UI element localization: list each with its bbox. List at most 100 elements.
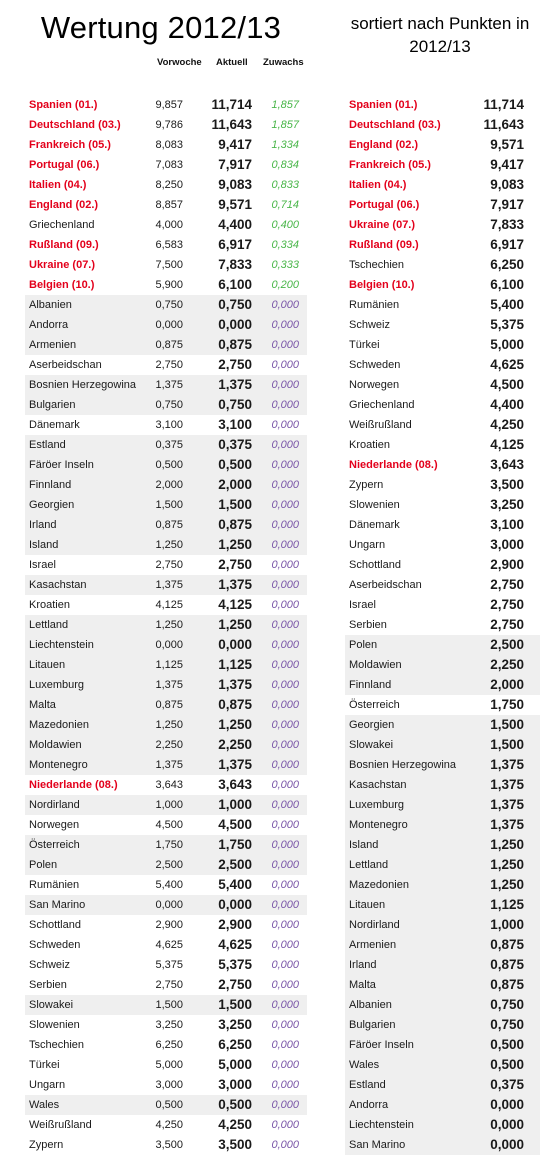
current-value: 1,750 — [218, 837, 252, 852]
previous-week-value: 0,875 — [155, 699, 183, 711]
current-value: 0,750 — [218, 297, 252, 312]
previous-week-value: 4,625 — [155, 939, 183, 951]
country-name: England (02.) — [29, 199, 99, 211]
previous-week-value: 8,083 — [155, 139, 183, 151]
alphabetical-ranking-table: Spanien (01.) 9,857 11,714 1,857 Deutschland… — [25, 95, 307, 1155]
country-name: Estland — [349, 1079, 386, 1091]
previous-week-value: 4,000 — [155, 219, 183, 231]
previous-week-value: 0,000 — [155, 319, 183, 331]
current-value: 1,125 — [490, 897, 524, 912]
country-name: Tschechien — [29, 1039, 85, 1051]
previous-week-value: 1,375 — [155, 579, 183, 591]
previous-week-value: 3,500 — [155, 1139, 183, 1151]
country-name: Niederlande (08.) — [29, 779, 118, 791]
country-name: Finnland — [29, 479, 72, 491]
gain-value: 0,000 — [271, 379, 299, 391]
country-name: Tschechien — [349, 259, 405, 271]
table-row: Israel 2,750 2,750 0,000 — [25, 555, 307, 575]
table-row: San Marino 0,000 0,000 0,000 — [25, 895, 307, 915]
table-row: Ukraine (07.) 7,500 7,833 0,333 — [25, 255, 307, 275]
gain-value: 0,000 — [271, 659, 299, 671]
previous-week-value: 5,900 — [155, 279, 183, 291]
current-value: 1,250 — [490, 837, 524, 852]
previous-week-value: 2,750 — [155, 559, 183, 571]
country-name: Rumänien — [349, 299, 400, 311]
gain-value: 0,400 — [271, 219, 299, 231]
country-name: Bosnien Herzegowina — [349, 759, 457, 771]
table-row: Polen 2,500 2,500 0,000 — [25, 855, 307, 875]
table-row: Andorra 0,000 0,000 0,000 — [25, 315, 307, 335]
table-row: Malta 0,875 — [345, 975, 540, 995]
table-row: Albanien 0,750 — [345, 995, 540, 1015]
country-name: Island — [349, 839, 379, 851]
current-value: 6,250 — [218, 1037, 252, 1052]
current-value: 1,375 — [490, 757, 524, 772]
table-row: Belgien (10.) 5,900 6,100 0,200 — [25, 275, 307, 295]
country-name: Zypern — [29, 1139, 64, 1151]
gain-value: 0,000 — [271, 819, 299, 831]
country-name: Andorra — [29, 319, 69, 331]
table-row: Portugal (06.) 7,917 — [345, 195, 540, 215]
table-row: Ukraine (07.) 7,833 — [345, 215, 540, 235]
gain-value: 1,857 — [271, 119, 299, 131]
country-name: Liechtenstein — [349, 1119, 414, 1131]
table-row: Georgien 1,500 1,500 0,000 — [25, 495, 307, 515]
previous-week-value: 8,857 — [155, 199, 183, 211]
country-name: Mazedonien — [29, 719, 89, 731]
current-value: 1,500 — [490, 717, 524, 732]
previous-week-value: 1,500 — [155, 999, 183, 1011]
current-value: 9,083 — [218, 177, 252, 192]
current-value: 5,400 — [490, 297, 524, 312]
table-row: Schweden 4,625 — [345, 355, 540, 375]
country-name: Litauen — [29, 659, 66, 671]
current-value: 4,500 — [218, 817, 252, 832]
current-value: 2,500 — [218, 857, 252, 872]
gain-value: 1,334 — [271, 139, 299, 151]
country-name: Lettland — [349, 859, 389, 871]
table-row: Slowenien 3,250 — [345, 495, 540, 515]
current-value: 9,571 — [218, 197, 252, 212]
previous-week-value: 9,786 — [155, 119, 183, 131]
country-name: Dänemark — [29, 419, 80, 431]
gain-value: 0,000 — [271, 999, 299, 1011]
table-row: San Marino 0,000 — [345, 1135, 540, 1155]
current-value: 1,375 — [218, 757, 252, 772]
country-name: Bosnien Herzegowina — [29, 379, 137, 391]
previous-week-value: 1,500 — [155, 499, 183, 511]
country-name: Kasachstan — [349, 779, 407, 791]
current-value: 2,000 — [490, 677, 524, 692]
table-row: Niederlande (08.) 3,643 — [345, 455, 540, 475]
current-value: 6,100 — [218, 277, 252, 292]
previous-week-value: 1,375 — [155, 379, 183, 391]
current-value: 5,400 — [218, 877, 252, 892]
gain-value: 0,000 — [271, 779, 299, 791]
current-value: 1,000 — [218, 797, 252, 812]
country-name: Schweden — [349, 359, 401, 371]
current-value: 11,714 — [211, 97, 252, 112]
gain-value: 0,334 — [271, 239, 299, 251]
gain-value: 0,000 — [271, 419, 299, 431]
gain-value: 0,000 — [271, 699, 299, 711]
country-name: Kasachstan — [29, 579, 87, 591]
previous-week-value: 1,125 — [155, 659, 183, 671]
gain-value: 0,000 — [271, 859, 299, 871]
country-name: Zypern — [349, 479, 384, 491]
previous-week-value: 8,250 — [155, 179, 183, 191]
table-row: Armenien 0,875 — [345, 935, 540, 955]
gain-value: 0,000 — [271, 1079, 299, 1091]
table-row: Zypern 3,500 3,500 0,000 — [25, 1135, 307, 1155]
country-name: San Marino — [349, 1139, 406, 1151]
gain-value: 0,000 — [271, 719, 299, 731]
table-row: Schweiz 5,375 — [345, 315, 540, 335]
current-value: 1,250 — [218, 617, 252, 632]
table-row: Finnland 2,000 2,000 0,000 — [25, 475, 307, 495]
current-value: 11,643 — [211, 117, 252, 132]
current-value: 2,750 — [490, 597, 524, 612]
page-subtitle: sortiert nach Punkten in 2012/13 — [350, 14, 530, 56]
gain-value: 0,000 — [271, 579, 299, 591]
country-name: Mazedonien — [349, 879, 409, 891]
country-name: Liechtenstein — [29, 639, 94, 651]
country-name: San Marino — [29, 899, 86, 911]
gain-value: 0,000 — [271, 459, 299, 471]
current-value: 1,250 — [218, 537, 252, 552]
